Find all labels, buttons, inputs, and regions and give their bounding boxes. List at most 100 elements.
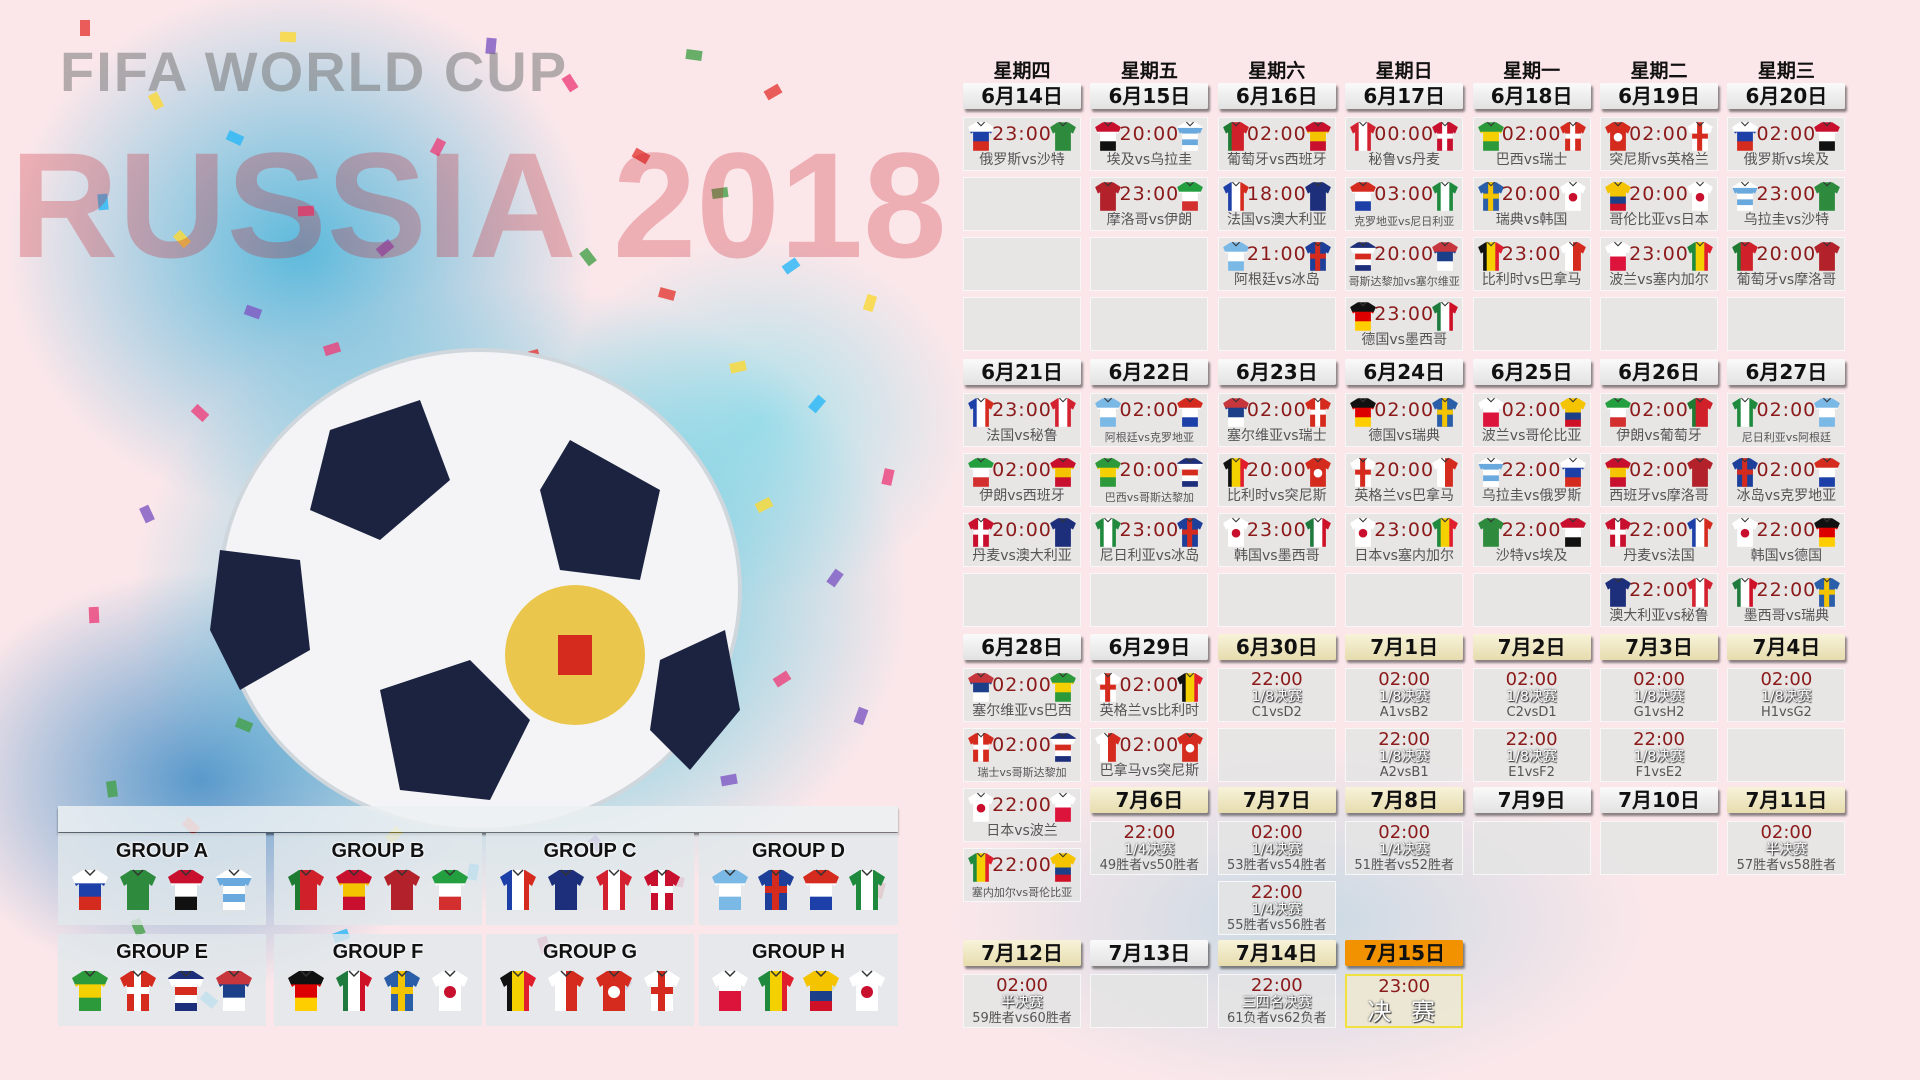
match-cell[interactable]: 22:00 沙特vs埃及 [1472, 513, 1591, 567]
match-cell[interactable]: 23:00 乌拉圭vs沙特 [1727, 177, 1846, 231]
empty-match-slot [963, 237, 1081, 291]
match-cell[interactable]: 02:00 俄罗斯vs埃及 [1727, 117, 1846, 171]
match-time: 02:00 [1629, 459, 1689, 481]
match-cell[interactable]: 02:00 1/8决赛 H1vsG2 [1727, 668, 1846, 722]
match-cell[interactable]: 22:00 塞内加尔vs哥伦比亚 [963, 848, 1081, 902]
match-cell[interactable]: 02:00 1/8决赛 A1vsB2 [1345, 668, 1464, 722]
match-cell[interactable]: 02:00 德国vs瑞典 [1345, 393, 1464, 447]
match-cell[interactable]: 02:00 波兰vs哥伦比亚 [1472, 393, 1591, 447]
group-title: GROUP C [543, 840, 637, 862]
match-cell[interactable]: 23:00 尼日利亚vs冰岛 [1090, 513, 1209, 567]
date-header: 7月4日 [1727, 634, 1846, 660]
match-cell[interactable]: 02:00 冰岛vs克罗地亚 [1727, 453, 1846, 507]
match-cell[interactable]: 20:00 丹麦vs澳大利亚 [963, 513, 1081, 567]
match-cell[interactable]: 02:00 塞尔维亚vs巴西 [963, 668, 1081, 722]
match-cell[interactable]: 23:00 日本vs塞内加尔 [1345, 513, 1464, 567]
match-time: 22:00 [1123, 822, 1176, 843]
match-cell[interactable]: 22:00 乌拉圭vs俄罗斯 [1472, 453, 1591, 507]
match-cell[interactable]: 22:00 澳大利亚vs秘鲁 [1600, 573, 1718, 627]
match-time: 22:00 [1378, 729, 1431, 750]
match-cell[interactable]: 23:00 比利时vs巴拿马 [1472, 237, 1591, 291]
costarica-jersey-icon [1050, 732, 1076, 762]
match-cell[interactable]: 20:00 哥斯达黎加vs塞尔维亚 [1345, 237, 1464, 291]
match-cell[interactable]: 23:00 德国vs墨西哥 [1345, 297, 1464, 351]
match-cell[interactable]: 23:00 俄罗斯vs沙特 [963, 117, 1081, 171]
match-cell[interactable]: 22:00 1/8决赛 C1vsD2 [1217, 668, 1336, 722]
match-cell[interactable]: 20:00 英格兰vs巴拿马 [1345, 453, 1464, 507]
match-teams: 阿根廷vs克罗地亚 [1104, 431, 1195, 444]
date-header: 7月11日 [1727, 787, 1846, 813]
match-cell[interactable]: 22:00 1/8决赛 F1vsE2 [1600, 728, 1718, 782]
match-cell[interactable]: 02:00 巴西vs瑞士 [1472, 117, 1591, 171]
match-cell[interactable]: 20:00 巴西vs哥斯达黎加 [1090, 453, 1209, 507]
match-cell[interactable]: 20:00 比利时vs突尼斯 [1217, 453, 1336, 507]
match-cell[interactable]: 23:00 波兰vs塞内加尔 [1600, 237, 1718, 291]
match-cell[interactable]: 02:00 葡萄牙vs西班牙 [1217, 117, 1336, 171]
tunisia-jersey-icon [1605, 121, 1631, 151]
empty-match-slot [1600, 821, 1718, 875]
england-jersey-icon [1687, 121, 1713, 151]
match-cell[interactable]: 02:00 瑞士vs哥斯达黎加 [963, 728, 1081, 782]
date-header: 7月13日 [1090, 940, 1209, 966]
match-teams: 秘鲁vs丹麦 [1368, 152, 1440, 168]
match-cell[interactable]: 22:00 1/4决赛 55胜者vs56胜者 [1217, 881, 1336, 935]
match-cell[interactable]: 20:00 埃及vs乌拉圭 [1090, 117, 1209, 171]
group-title: GROUP F [332, 941, 424, 963]
match-teams: 葡萄牙vs摩洛哥 [1736, 272, 1837, 288]
match-teams: 冰岛vs克罗地亚 [1736, 488, 1837, 504]
match-stage: 1/4决赛 [1251, 842, 1303, 858]
spain-jersey-icon [1050, 457, 1076, 487]
match-cell[interactable]: 20:00 瑞典vs韩国 [1472, 177, 1591, 231]
match-cell[interactable]: 22:00 韩国vs德国 [1727, 513, 1846, 567]
match-cell[interactable]: 02:00 塞尔维亚vs瑞士 [1217, 393, 1336, 447]
match-cell[interactable]: 22:00 三四名决赛 61负者vs62负者 [1217, 974, 1336, 1028]
match-cell[interactable]: 02:00 伊朗vs葡萄牙 [1600, 393, 1718, 447]
match-cell[interactable]: 22:00 墨西哥vs瑞典 [1727, 573, 1846, 627]
egypt-jersey-icon [168, 869, 204, 910]
switzerland-jersey-icon [120, 970, 156, 1011]
match-cell[interactable]: 02:00 1/8决赛 G1vsH2 [1600, 668, 1718, 722]
match-cell[interactable]: 02:00 1/8决赛 C2vsD1 [1472, 668, 1591, 722]
germany-jersey-icon [1350, 397, 1377, 427]
match-cell[interactable]: 02:00 1/4决赛 53胜者vs54胜者 [1217, 821, 1336, 875]
empty-match-slot [1217, 297, 1336, 351]
match-cell[interactable]: 00:00 秘鲁vs丹麦 [1345, 117, 1464, 171]
match-cell[interactable]: 22:00 日本vs波兰 [963, 788, 1081, 842]
russia-jersey-icon [968, 121, 994, 151]
match-teams: 丹麦vs澳大利亚 [972, 548, 1072, 564]
group-title: GROUP D [752, 840, 845, 862]
match-cell[interactable]: 02:00 伊朗vs西班牙 [963, 453, 1081, 507]
match-teams: 塞尔维亚vs巴西 [972, 703, 1072, 719]
match-cell[interactable]: 23:00 韩国vs墨西哥 [1217, 513, 1336, 567]
match-cell[interactable]: 02:00 西班牙vs摩洛哥 [1600, 453, 1718, 507]
match-teams: 巴西vs哥斯达黎加 [1104, 491, 1195, 504]
korea-jersey-icon [1559, 181, 1586, 211]
group-title: GROUP B [331, 840, 425, 862]
match-cell[interactable]: 02:00 巴拿马vs突尼斯 [1090, 728, 1209, 782]
match-cell[interactable]: 20:00 葡萄牙vs摩洛哥 [1727, 237, 1846, 291]
match-cell[interactable]: 22:00 丹麦vs法国 [1600, 513, 1718, 567]
match-cell[interactable]: 02:00 半决赛 57胜者vs58胜者 [1727, 821, 1846, 875]
match-cell[interactable]: 18:00 法国vs澳大利亚 [1217, 177, 1336, 231]
match-cell[interactable]: 22:00 1/4决赛 49胜者vs50胜者 [1090, 821, 1209, 875]
match-cell[interactable]: 02:00 突尼斯vs英格兰 [1600, 117, 1718, 171]
match-time: 22:00 [1756, 579, 1817, 601]
match-cell[interactable]: 02:00 半决赛 59胜者vs60胜者 [963, 974, 1081, 1028]
group-teams [282, 865, 474, 915]
match-cell[interactable]: 23:00 摩洛哥vs伊朗 [1090, 177, 1209, 231]
match-cell[interactable]: 21:00 阿根廷vs冰岛 [1217, 237, 1336, 291]
match-cell[interactable]: 23:00 法国vs秘鲁 [963, 393, 1081, 447]
match-cell[interactable]: 20:00 哥伦比亚vs日本 [1600, 177, 1718, 231]
match-cell[interactable]: 22:00 1/8决赛 A2vsB1 [1345, 728, 1464, 782]
confetti-piece [881, 468, 895, 486]
match-cell[interactable]: 22:00 1/8决赛 E1vsF2 [1472, 728, 1591, 782]
match-cell[interactable]: 02:00 阿根廷vs克罗地亚 [1090, 393, 1209, 447]
match-cell[interactable]: 03:00 克罗地亚vs尼日利亚 [1345, 177, 1464, 231]
match-cell[interactable]: 02:00 1/4决赛 51胜者vs52胜者 [1345, 821, 1464, 875]
match-cell[interactable]: 23:00 决 赛 [1345, 974, 1464, 1028]
belgium-jersey-icon [500, 970, 536, 1011]
match-cell[interactable]: 02:00 尼日利亚vs阿根廷 [1727, 393, 1846, 447]
match-cell[interactable]: 02:00 英格兰vs比利时 [1090, 668, 1209, 722]
match-time: 02:00 [1378, 822, 1431, 843]
argentina-jersey-icon [711, 869, 748, 910]
